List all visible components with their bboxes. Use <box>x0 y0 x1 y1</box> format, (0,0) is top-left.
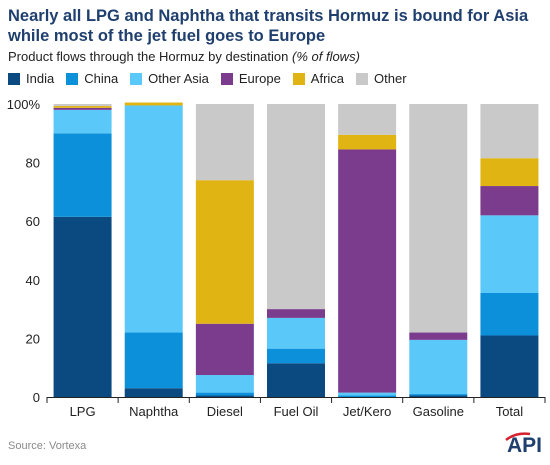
x-tick-label-lpg: LPG <box>70 404 96 419</box>
bar-segment-jet-kero-china <box>338 395 397 397</box>
legend-label-other: Other <box>374 71 407 86</box>
legend-swatch-india <box>8 72 20 85</box>
subtitle-text: Product flows through the Hormuz by dest… <box>8 49 289 64</box>
legend-label-europe: Europe <box>238 71 281 86</box>
legend-item-other-asia: Other Asia <box>130 71 209 86</box>
bar-segment-fuel-oil-china <box>267 348 325 364</box>
bar-segment-naphtha-other-asia <box>124 105 183 333</box>
y-tick-label: 40 <box>26 273 40 288</box>
bar-segment-jet-kero-africa <box>338 134 397 150</box>
bar-segment-naphtha-africa <box>124 102 183 106</box>
bar-segment-diesel-other-asia <box>195 375 254 393</box>
y-tick-label: 0 <box>33 390 40 405</box>
legend-label-other-asia: Other Asia <box>148 71 209 86</box>
bar-segment-diesel-china <box>195 392 254 396</box>
stacked-bar-chart: 0 20 40 60 80 100% LPG Naphtha Diesel Fuel Oil Jet… <box>7 97 546 419</box>
bar-segment-naphtha-china <box>124 332 183 389</box>
chart-subtitle: Product flows through the Hormuz by dest… <box>8 49 360 64</box>
legend-item-europe: Europe <box>220 71 281 86</box>
bar-segment-gasoline-india <box>409 395 468 397</box>
legend-label-africa: Africa <box>310 71 345 86</box>
subtitle-unit: (% of flows) <box>292 49 360 64</box>
bar-segment-fuel-oil-other-asia <box>267 317 325 349</box>
bar-segment-jet-kero-other <box>338 104 397 135</box>
bar-segment-lpg-india <box>53 216 112 397</box>
legend-item-africa: Africa <box>292 71 345 86</box>
legend-item-india: India <box>8 71 54 86</box>
legend-label-india: India <box>26 71 55 86</box>
x-tick-label-jet-kero: Jet/Kero <box>343 404 391 419</box>
legend: India China Other Asia Europe Africa Oth… <box>8 71 419 86</box>
chart-title: Nearly all LPG and Naphtha that transits… <box>8 7 529 45</box>
bar-segment-diesel-india <box>195 395 254 397</box>
x-tick-label-diesel: Diesel <box>207 404 243 419</box>
legend-swatch-other <box>356 72 369 85</box>
bar-segment-gasoline-other <box>409 104 468 333</box>
bar-segment-lpg-other <box>53 104 112 107</box>
bar-segment-fuel-oil-india <box>267 363 325 397</box>
bar-segment-total-china <box>480 292 539 336</box>
bar-segment-diesel-other <box>195 104 254 181</box>
y-tick-label: 60 <box>26 214 40 229</box>
bar-segment-lpg-other-asia <box>53 109 112 134</box>
bar-segment-naphtha-india <box>124 388 183 397</box>
legend-item-other: Other <box>356 71 407 86</box>
y-tick-label: 80 <box>26 156 40 171</box>
y-tick-label: 20 <box>26 331 40 346</box>
api-logo-accent <box>505 432 531 441</box>
bar-segment-lpg-africa <box>53 106 112 108</box>
bar-segment-total-europe <box>480 186 539 216</box>
legend-swatch-europe <box>220 72 233 85</box>
bar-segment-fuel-oil-europe <box>267 309 325 318</box>
bar-segment-fuel-oil-other <box>267 104 325 310</box>
bar-segment-total-india <box>480 335 539 397</box>
y-tick-label: 100% <box>7 97 41 112</box>
source-note: Source: Vortexa <box>8 440 87 452</box>
x-tick-label-naphtha: Naphtha <box>129 404 179 419</box>
api-logo: API <box>505 432 542 456</box>
legend-swatch-other-asia <box>130 72 143 85</box>
legend-swatch-china <box>66 72 79 85</box>
legend-item-china: China <box>66 71 118 86</box>
legend-swatch-africa <box>292 72 305 85</box>
bar-segment-jet-kero-europe <box>338 149 397 393</box>
bar-segment-jet-kero-other-asia <box>338 392 397 396</box>
bar-segment-gasoline-other-asia <box>409 339 468 395</box>
x-tick-label-total: Total <box>496 404 524 419</box>
bar-segment-total-other <box>480 104 539 159</box>
bar-segment-diesel-europe <box>195 323 254 376</box>
bar-segment-lpg-europe <box>53 107 112 110</box>
bar-segment-diesel-africa <box>195 180 254 324</box>
x-tick-label-gasoline: Gasoline <box>413 404 464 419</box>
api-logo-text: API <box>507 434 542 456</box>
bar-segment-lpg-china <box>53 133 112 217</box>
bar-segment-total-other-asia <box>480 215 539 293</box>
bar-segment-gasoline-china <box>409 394 468 396</box>
x-tick-label-fuel-oil: Fuel Oil <box>274 404 319 419</box>
bar-segment-gasoline-europe <box>409 332 468 340</box>
legend-label-china: China <box>84 71 119 86</box>
bar-segment-total-africa <box>480 158 539 187</box>
